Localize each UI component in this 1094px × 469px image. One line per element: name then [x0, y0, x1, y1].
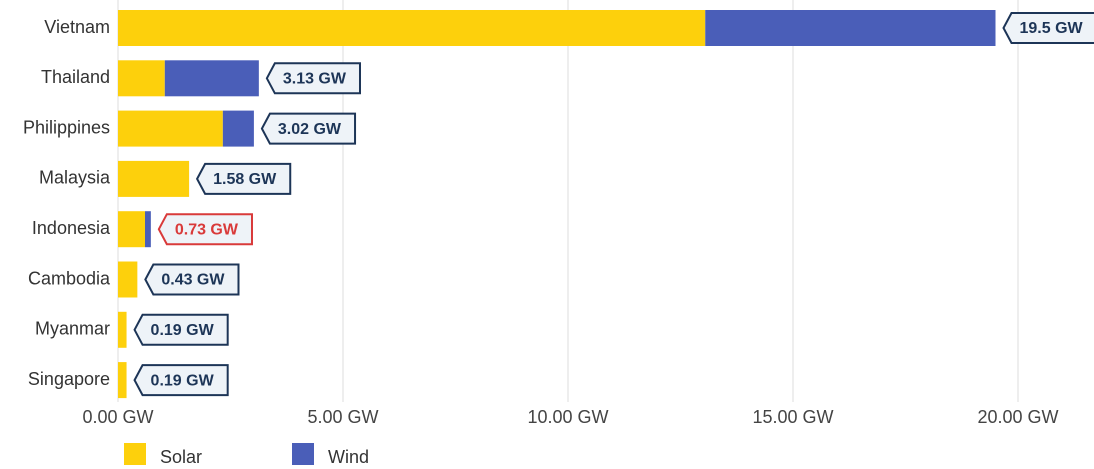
- category-label: Singapore: [28, 369, 110, 389]
- bar-segment: [118, 160, 190, 197]
- total-text: 0.43 GW: [161, 272, 225, 289]
- x-tick-label: 20.00 GW: [977, 407, 1058, 427]
- total-text: 0.19 GW: [151, 322, 215, 339]
- category-label: Indonesia: [32, 218, 111, 238]
- total-label: 0.19 GW: [133, 313, 229, 346]
- label-box: [1002, 12, 1094, 44]
- category-label: Malaysia: [39, 168, 111, 188]
- total-text: 3.13 GW: [283, 71, 347, 88]
- label-box: [260, 112, 357, 145]
- label-box: [144, 263, 240, 296]
- x-tick-label: 5.00 GW: [307, 407, 378, 427]
- category-label: Vietnam: [44, 17, 110, 37]
- bar-segment: [118, 10, 706, 46]
- category-label: Myanmar: [35, 319, 110, 339]
- bar-segment: [118, 211, 145, 248]
- bar-segment: [118, 362, 127, 399]
- total-text: 0.19 GW: [151, 372, 215, 389]
- category-label: Philippines: [23, 117, 110, 137]
- bar-segment: [145, 211, 151, 248]
- x-tick-label: 0.00 GW: [82, 407, 153, 427]
- total-text: 19.5 GW: [1020, 20, 1084, 37]
- bar-segment: [118, 261, 138, 298]
- total-text: 1.58 GW: [213, 171, 277, 188]
- category-label: Cambodia: [28, 268, 111, 288]
- label-box: [133, 313, 229, 346]
- label-box: [157, 213, 253, 246]
- total-label: 0.73 GW: [157, 213, 253, 246]
- label-box: [265, 62, 361, 95]
- legend-label: Solar: [160, 447, 202, 467]
- bar-segment: [705, 10, 996, 46]
- total-label: 19.5 GW: [1002, 12, 1094, 44]
- total-text: 3.02 GW: [278, 121, 342, 138]
- legend-swatch: [124, 443, 146, 465]
- bar-segment: [164, 60, 259, 97]
- bar-segment: [222, 110, 254, 147]
- legend-swatch: [292, 443, 314, 465]
- total-label: 0.43 GW: [144, 263, 240, 296]
- label-box: [195, 162, 292, 195]
- bar-segment: [118, 110, 223, 147]
- total-label: 3.02 GW: [260, 112, 357, 145]
- total-label: 1.58 GW: [195, 162, 292, 195]
- total-text: 0.73 GW: [175, 221, 239, 238]
- x-tick-label: 10.00 GW: [527, 407, 608, 427]
- label-box: [133, 364, 229, 397]
- x-tick-label: 15.00 GW: [752, 407, 833, 427]
- total-label: 0.19 GW: [133, 364, 229, 397]
- category-label: Thailand: [41, 67, 110, 87]
- legend-label: Wind: [328, 447, 369, 467]
- bar-segment: [118, 60, 165, 97]
- total-label: 3.13 GW: [265, 62, 361, 95]
- bar-segment: [118, 311, 127, 348]
